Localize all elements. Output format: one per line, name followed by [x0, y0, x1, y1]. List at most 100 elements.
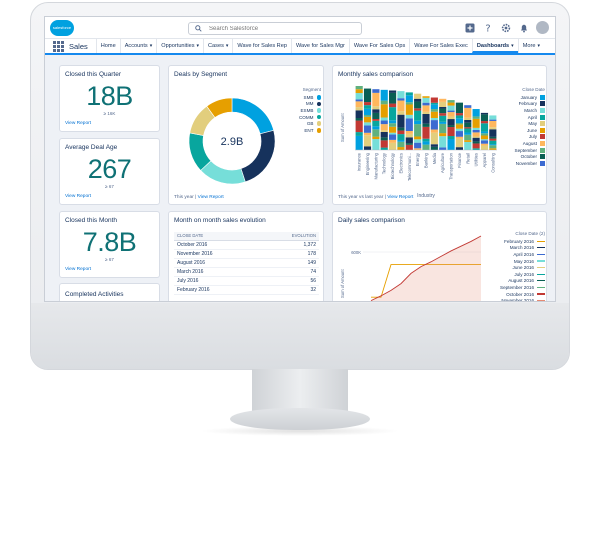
- x-tick-label: Electronics: [398, 153, 403, 173]
- bar-segment: [397, 91, 405, 99]
- bar-segment: [389, 134, 397, 140]
- bar-segment: [439, 123, 447, 134]
- salesforce-logo[interactable]: salesforce: [50, 20, 74, 36]
- legend-item-april-2016[interactable]: April 2016: [483, 251, 545, 258]
- legend-label: October 2016: [506, 291, 534, 297]
- x-tick-label: Media: [432, 152, 437, 164]
- legend-item-gb[interactable]: GB: [281, 120, 321, 127]
- bar-segment: [405, 133, 413, 138]
- legend-item-mm[interactable]: MM: [281, 101, 321, 108]
- bar-segment: [447, 125, 455, 128]
- legend-swatch: [537, 240, 545, 242]
- global-search[interactable]: [188, 22, 362, 35]
- legend-item-june-2016[interactable]: June 2016: [483, 264, 545, 271]
- chevron-down-icon[interactable]: ▾: [225, 43, 229, 49]
- legend-item-march[interactable]: March: [499, 107, 545, 114]
- bar-segment: [422, 144, 430, 150]
- search-input[interactable]: [209, 23, 359, 34]
- bar-segment: [372, 89, 380, 93]
- table-row[interactable]: July 2016 56: [174, 276, 319, 286]
- bar-segment: [397, 141, 405, 148]
- bar-segment: [489, 145, 497, 149]
- legend-item-august-2016[interactable]: August 2016: [483, 278, 545, 285]
- legend-label: MM: [305, 101, 314, 107]
- legend-item-october-2016[interactable]: October 2016: [483, 291, 545, 298]
- bar-segment: [430, 117, 438, 121]
- legend-item-november[interactable]: November: [499, 160, 545, 167]
- legend-item-ent[interactable]: ENT: [281, 127, 321, 134]
- legend-item-february[interactable]: February: [499, 101, 545, 108]
- user-avatar[interactable]: [536, 21, 549, 34]
- legend-item-march-2016[interactable]: March 2016: [483, 245, 545, 252]
- legend-swatch: [540, 147, 545, 153]
- legend-item-february-2016[interactable]: February 2016: [483, 238, 545, 245]
- bar-segment: [455, 124, 463, 129]
- legend-item-september-2016[interactable]: September 2016: [483, 284, 545, 291]
- bar-segment: [439, 113, 447, 116]
- nav-item-wave-sales-rep[interactable]: Wave for Sales Rep: [232, 39, 291, 53]
- table-row[interactable]: August 2016 149: [174, 258, 319, 268]
- legend-item-esmb[interactable]: ESMB: [281, 107, 321, 114]
- view-report-link[interactable]: View Report: [65, 121, 92, 126]
- x-tick-label: Banking: [424, 152, 429, 168]
- nav-item-wave-sales-mgr[interactable]: Wave for Sales Mgr: [290, 39, 349, 53]
- nav-item-opportunities[interactable]: Opportunities ▾: [156, 39, 203, 53]
- legend-item-june[interactable]: June: [499, 127, 545, 134]
- bar-segment: [430, 120, 438, 130]
- app-launcher-icon[interactable]: [53, 40, 65, 52]
- nav-item-dashboards[interactable]: Dashboards ▾: [471, 39, 518, 53]
- donut-center-value: 2.9B: [221, 136, 244, 148]
- table-row[interactable]: March 2016 74: [174, 267, 319, 277]
- nav-item-wave-sales-ops[interactable]: Wave For Sales Ops: [348, 39, 409, 53]
- setup-gear-icon[interactable]: [500, 22, 512, 34]
- legend-item-october[interactable]: October: [499, 153, 545, 160]
- add-icon[interactable]: [464, 22, 476, 34]
- table-row[interactable]: November 2016 178: [174, 249, 319, 259]
- legend-swatch: [540, 114, 545, 120]
- view-report-link[interactable]: View Report: [65, 194, 92, 199]
- legend-item-november-2016[interactable]: November 2016: [483, 297, 545, 301]
- chevron-down-icon[interactable]: ▾: [196, 43, 200, 49]
- bar-segment: [372, 129, 380, 137]
- bar-segment: [472, 148, 480, 150]
- table-row[interactable]: October 2016 1,372: [174, 240, 319, 250]
- bar-segment: [430, 144, 438, 147]
- app-navigation: Sales Home Accounts ▾ Opportunities ▾ Case…: [45, 39, 555, 55]
- nav-item-cases[interactable]: Cases ▾: [203, 39, 232, 53]
- column-header-close-date[interactable]: CLOSE DATE: [174, 232, 258, 241]
- cell-evolution: 178: [257, 249, 319, 259]
- legend-item-smb[interactable]: SMB: [281, 94, 321, 101]
- bar-segment: [372, 106, 380, 110]
- legend-item-september[interactable]: September: [499, 147, 545, 154]
- legend-item-january[interactable]: January: [499, 94, 545, 101]
- view-report-link[interactable]: View Report: [387, 195, 414, 200]
- chevron-down-icon[interactable]: ▾: [149, 43, 153, 49]
- legend-item-july[interactable]: July: [499, 134, 545, 141]
- legend-item-comm[interactable]: COMM: [281, 114, 321, 121]
- legend-item-july-2016[interactable]: July 2016: [483, 271, 545, 278]
- nav-item-accounts[interactable]: Accounts ▾: [119, 39, 157, 53]
- legend-item-may[interactable]: May: [499, 120, 545, 127]
- bar-segment: [405, 102, 413, 105]
- column-header-evolution[interactable]: EVOLUTION: [257, 232, 319, 241]
- bar-segment: [405, 92, 413, 96]
- notification-bell-icon[interactable]: [518, 22, 530, 34]
- bar-segment: [455, 113, 463, 116]
- bar-segment: [405, 118, 413, 131]
- help-icon[interactable]: ?: [482, 22, 494, 34]
- view-report-link[interactable]: View Report: [65, 267, 92, 272]
- view-report-link[interactable]: View Report: [197, 195, 224, 200]
- nav-item-more[interactable]: More ▾: [517, 39, 544, 53]
- chevron-down-icon[interactable]: ▾: [511, 43, 514, 49]
- legend-item-august[interactable]: August: [499, 140, 545, 147]
- legend-item-april[interactable]: April: [499, 114, 545, 121]
- nav-item-home[interactable]: Home: [95, 39, 120, 53]
- bar-segment: [430, 109, 438, 112]
- legend-label: October: [520, 154, 537, 160]
- bar-segment: [397, 100, 405, 112]
- cell-close-date: February 2016: [174, 285, 258, 295]
- nav-item-wave-sales-exec[interactable]: Wave For Sales Exec: [409, 39, 472, 53]
- legend-item-may-2016[interactable]: May 2016: [483, 258, 545, 265]
- table-row[interactable]: February 2016 32: [174, 285, 319, 295]
- chevron-down-icon[interactable]: ▾: [537, 43, 540, 49]
